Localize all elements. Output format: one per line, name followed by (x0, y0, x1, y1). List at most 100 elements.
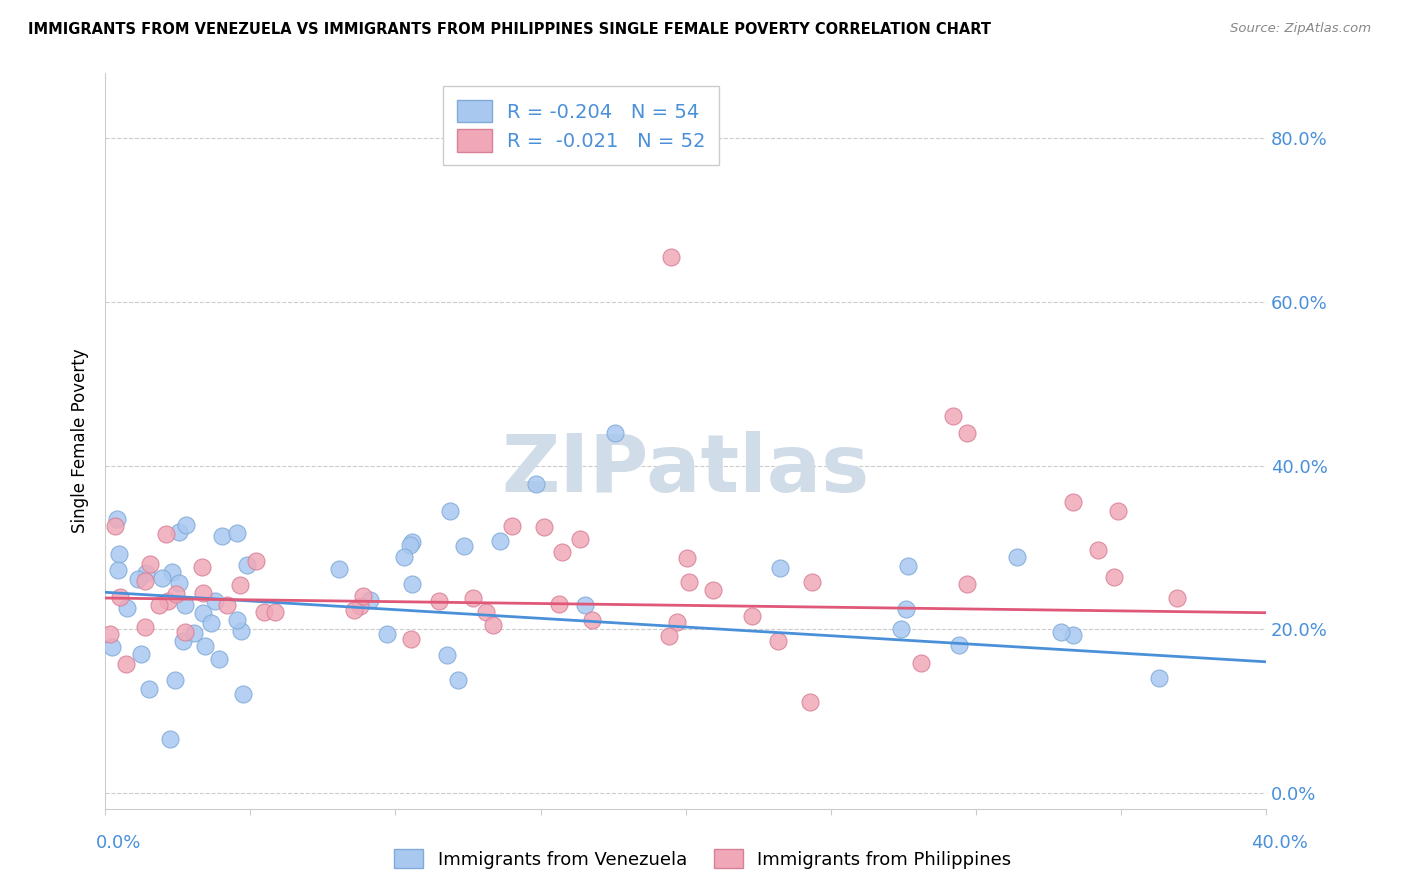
Legend: Immigrants from Venezuela, Immigrants from Philippines: Immigrants from Venezuela, Immigrants fr… (387, 841, 1019, 876)
Point (190, 560, 212, 574)
Point (399, 632, 422, 646)
Point (581, 613, 603, 627)
Point (453, 540, 475, 554)
Point (163, 673, 186, 687)
Point (799, 696, 821, 710)
Point (401, 535, 423, 549)
Point (475, 605, 498, 619)
Point (447, 673, 470, 687)
Point (208, 652, 231, 666)
Point (1166, 591, 1188, 606)
Point (191, 586, 214, 600)
Point (110, 590, 132, 604)
Point (173, 599, 195, 613)
Point (232, 687, 254, 701)
Point (108, 547, 131, 561)
Point (138, 681, 160, 696)
Point (264, 605, 287, 619)
Point (134, 574, 156, 588)
Point (352, 589, 374, 603)
Point (766, 633, 789, 648)
Point (155, 527, 177, 541)
Point (135, 566, 157, 580)
Point (204, 594, 226, 608)
Point (169, 525, 191, 540)
Point (157, 593, 180, 607)
Point (349, 599, 371, 613)
Point (107, 563, 129, 577)
Point (236, 558, 259, 573)
Point (98, 627, 121, 641)
Point (253, 605, 276, 619)
Point (226, 525, 249, 540)
Y-axis label: Single Female Poverty: Single Female Poverty (72, 349, 89, 533)
Point (328, 562, 350, 576)
Legend: R = -0.204   N = 54, R =  -0.021   N = 52: R = -0.204 N = 54, R = -0.021 N = 52 (443, 87, 720, 165)
Point (574, 598, 596, 612)
Point (398, 538, 420, 552)
Text: ZIPatlas: ZIPatlas (502, 432, 870, 509)
Point (678, 575, 700, 590)
Point (159, 732, 181, 747)
Point (942, 409, 965, 424)
Point (375, 627, 398, 641)
Point (551, 545, 574, 559)
Point (1147, 671, 1170, 685)
Point (229, 578, 252, 592)
Point (211, 529, 233, 543)
Point (115, 600, 138, 615)
Point (461, 591, 484, 605)
Point (1062, 495, 1084, 509)
Point (174, 518, 197, 533)
Point (229, 624, 252, 639)
Point (801, 574, 824, 589)
Point (104, 519, 127, 533)
Point (115, 657, 138, 671)
Point (401, 576, 423, 591)
Point (1062, 628, 1084, 642)
Point (702, 582, 724, 597)
Point (665, 615, 688, 629)
Point (167, 575, 190, 590)
Point (658, 629, 681, 643)
Point (956, 425, 979, 440)
Point (194, 639, 217, 653)
Point (174, 624, 197, 639)
Point (741, 608, 763, 623)
Point (488, 534, 510, 549)
Point (138, 557, 160, 571)
Point (215, 599, 238, 613)
Point (183, 626, 205, 640)
Point (890, 622, 912, 636)
Point (150, 570, 173, 584)
Point (148, 599, 170, 613)
Point (948, 638, 970, 652)
Point (165, 587, 187, 601)
Point (1050, 624, 1073, 639)
Point (501, 519, 523, 533)
Point (910, 656, 932, 670)
Text: 40.0%: 40.0% (1251, 834, 1308, 852)
Point (896, 602, 918, 616)
Point (897, 558, 920, 573)
Point (548, 597, 571, 611)
Point (1107, 503, 1129, 517)
Point (533, 519, 555, 533)
Point (129, 648, 152, 662)
Text: Source: ZipAtlas.com: Source: ZipAtlas.com (1230, 22, 1371, 36)
Point (359, 593, 381, 607)
Point (226, 613, 249, 627)
Point (1087, 543, 1109, 558)
Point (439, 503, 461, 517)
Point (1104, 570, 1126, 584)
Point (526, 477, 548, 491)
Point (1005, 550, 1028, 565)
Point (100, 640, 122, 654)
Point (392, 549, 415, 564)
Point (245, 554, 267, 568)
Point (568, 532, 591, 546)
Point (675, 551, 697, 566)
Point (436, 648, 458, 662)
Text: 0.0%: 0.0% (96, 834, 141, 852)
Text: IMMIGRANTS FROM VENEZUELA VS IMMIGRANTS FROM PHILIPPINES SINGLE FEMALE POVERTY C: IMMIGRANTS FROM VENEZUELA VS IMMIGRANTS … (28, 22, 991, 37)
